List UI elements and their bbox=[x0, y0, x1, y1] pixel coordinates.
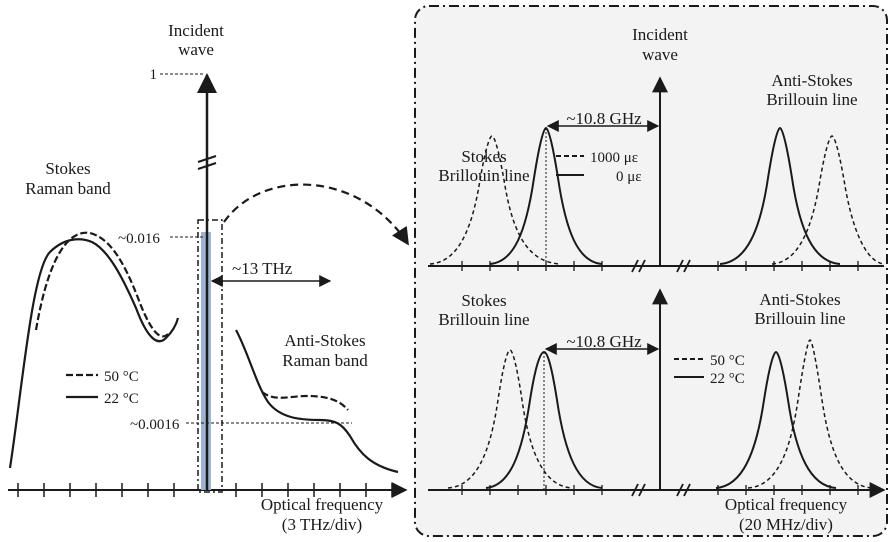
legend-22c-label: 22 °C bbox=[104, 391, 139, 407]
incident-wave-label-line1: Incident bbox=[168, 21, 224, 40]
stokes-raman-label-line2: Raman band bbox=[25, 179, 111, 198]
antistokes-raman-curve-22c bbox=[235, 329, 399, 474]
filter-window-box bbox=[197, 219, 223, 493]
top-axis-break bbox=[631, 259, 691, 273]
top-legend-1000ue-label: 1000 με bbox=[590, 150, 638, 166]
top-legend-0ue-label: 0 με bbox=[616, 169, 642, 185]
antistokes-raman-label-line2: Raman band bbox=[282, 351, 368, 370]
zoom-arrow bbox=[223, 183, 409, 246]
antistokes-raman-curve-50c bbox=[261, 391, 349, 411]
top-antistokes-curve-0ue bbox=[719, 126, 841, 265]
top-antistokes-label-line1: Anti-Stokes bbox=[771, 71, 852, 90]
brillouin-axis-label-line1: Optical frequency bbox=[725, 495, 848, 514]
level-low-label: ~0.0016 bbox=[130, 417, 180, 433]
bottom-antistokes-label-line1: Anti-Stokes bbox=[759, 290, 840, 309]
legend-50c-label: 50 °C bbox=[104, 369, 139, 385]
axis-break-mark bbox=[197, 155, 217, 170]
brillouin-panel bbox=[414, 5, 888, 537]
bottom-legend-22c-label: 22 °C bbox=[710, 371, 745, 387]
incident-wave-label-line2: wave bbox=[178, 40, 214, 59]
raman-axis-ticks bbox=[17, 483, 393, 497]
top-antistokes-label-line2: Brillouin line bbox=[766, 90, 857, 109]
antistokes-raman-label-line1: Anti-Stokes bbox=[284, 331, 365, 350]
top-stokes-curve-1000ue bbox=[429, 135, 561, 265]
top-brillouin-shift-label: ~10.8 GHz bbox=[566, 109, 642, 128]
raman-axis-label-line1: Optical frequency bbox=[261, 495, 384, 514]
bottom-stokes-curve-50c bbox=[447, 349, 573, 489]
stokes-raman-label-line1: Stokes bbox=[45, 159, 90, 178]
bottom-brillouin-shift-label: ~10.8 GHz bbox=[566, 332, 642, 351]
bottom-legend-50c-label: 50 °C bbox=[710, 353, 745, 369]
level-one-label: 1 bbox=[150, 67, 158, 83]
level-high-label: ~0.016 bbox=[118, 231, 160, 247]
top-antistokes-curve-1000ue bbox=[771, 135, 885, 265]
bottom-stokes-label-line1: Stokes bbox=[461, 291, 506, 310]
bottom-antistokes-curve-50c bbox=[747, 339, 873, 489]
incident-wave-right-line1: Incident bbox=[632, 25, 688, 44]
brillouin-axis-label-line2: (20 MHz/div) bbox=[739, 515, 833, 534]
bottom-antistokes-label-line2: Brillouin line bbox=[754, 309, 845, 328]
raman-axis-label-line2: (3 THz/div) bbox=[282, 515, 362, 534]
stokes-raman-curve-50c bbox=[34, 231, 169, 338]
bottom-stokes-label-line2: Brillouin line bbox=[438, 310, 529, 329]
raman-shift-label: ~13 THz bbox=[232, 259, 293, 278]
top-axis-ticks bbox=[461, 261, 859, 271]
stokes-raman-curve-22c bbox=[8, 238, 180, 469]
bottom-axis-break bbox=[631, 483, 691, 497]
bottom-antistokes-curve-22c bbox=[715, 350, 837, 489]
top-stokes-label-line2: Brillouin line bbox=[438, 166, 529, 185]
incident-wave-right-line2: wave bbox=[642, 45, 678, 64]
